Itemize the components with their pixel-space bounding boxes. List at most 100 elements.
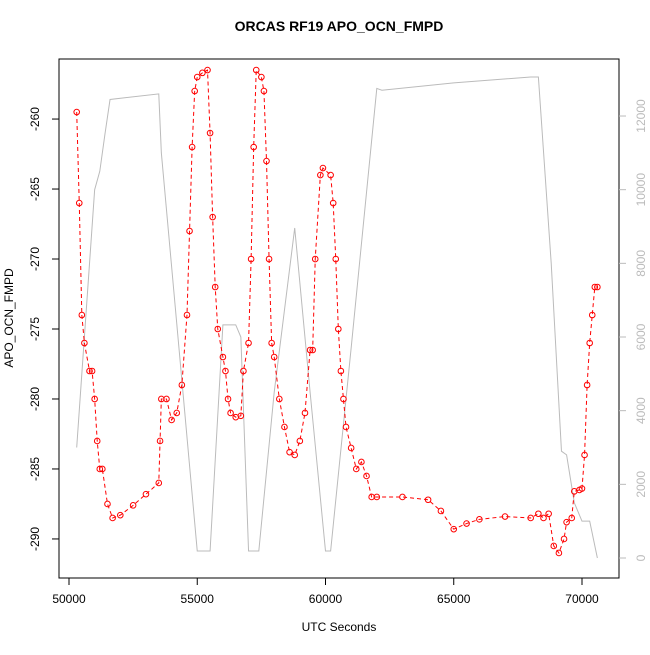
data-point [129, 502, 137, 509]
data-point [237, 412, 245, 420]
y-axis-label: APO_OCN_FMPD [2, 268, 16, 368]
data-point [199, 69, 206, 77]
data-point [142, 490, 150, 498]
data-point [329, 199, 337, 207]
data-point [163, 395, 170, 403]
y-tick-label: -280 [28, 387, 42, 411]
data-point [337, 367, 345, 375]
y2-tick-label: 12000 [634, 99, 648, 133]
y-tick-label: -285 [28, 457, 42, 481]
data-point [296, 437, 304, 445]
data-point [191, 87, 198, 95]
chart-title: ORCAS RF19 APO_OCN_FMPD [235, 18, 444, 34]
data-point [560, 535, 568, 543]
series-line [76, 68, 598, 554]
y2-tick-label: 4000 [634, 397, 648, 424]
y2-tick-label: 10000 [634, 173, 648, 207]
data-point [263, 157, 270, 165]
data-point [594, 283, 601, 291]
data-point [96, 465, 104, 473]
data-point [347, 444, 355, 452]
data-point [247, 255, 255, 263]
data-point [327, 171, 334, 179]
data-point [204, 66, 211, 74]
data-point [81, 339, 88, 347]
x-tick-label: 60000 [309, 592, 343, 606]
data-point [535, 510, 542, 518]
data-point [168, 416, 175, 424]
data-point [155, 479, 163, 487]
data-point [309, 346, 316, 354]
y2-tick-label: 2000 [634, 471, 648, 498]
data-point [211, 283, 219, 291]
data-point [540, 514, 547, 522]
x-axis-label: UTC Seconds [302, 620, 377, 634]
data-point [373, 493, 381, 501]
data-point [583, 381, 591, 389]
data-point [586, 339, 593, 347]
data-point [555, 549, 563, 557]
data-point [265, 255, 273, 263]
data-point [578, 485, 586, 492]
x-tick-label: 65000 [437, 592, 471, 606]
data-point [73, 108, 80, 116]
x-tick-label: 55000 [181, 592, 215, 606]
data-point [450, 525, 458, 533]
data-point [183, 311, 191, 319]
data-point [352, 465, 360, 473]
data-point [335, 325, 342, 333]
data-point [193, 73, 201, 81]
data-point [591, 283, 599, 291]
data-point [568, 514, 576, 522]
data-point [317, 171, 324, 179]
data-point [563, 518, 570, 526]
data-point [358, 458, 365, 466]
data-point [99, 465, 106, 473]
data-point [117, 511, 124, 519]
y-tick-label: -290 [28, 527, 42, 551]
data-point [301, 409, 309, 417]
data-point [245, 339, 252, 347]
data-point [206, 129, 214, 137]
data-point [178, 381, 186, 389]
y-tick-label: -260 [28, 107, 42, 131]
data-point [268, 339, 275, 347]
data-point [306, 346, 314, 354]
data-point [276, 395, 283, 403]
data-point [463, 520, 470, 527]
data-point [240, 367, 247, 375]
data-point [588, 311, 596, 319]
data-point [545, 510, 552, 518]
data-point [581, 451, 588, 459]
data-point [437, 507, 445, 515]
data-point [527, 514, 534, 522]
data-point [104, 500, 111, 508]
data-point [363, 472, 370, 480]
data-point [250, 143, 257, 151]
data-point [75, 199, 83, 207]
data-point [219, 353, 227, 361]
y-tick-label: -270 [28, 247, 42, 271]
plot-frame [58, 58, 620, 579]
data-point [319, 164, 327, 172]
data-point [501, 513, 509, 520]
y2-tick-label: 6000 [634, 323, 648, 350]
x-tick-label: 70000 [565, 592, 599, 606]
data-point [340, 395, 347, 403]
data-point [78, 311, 86, 319]
data-point [214, 325, 222, 333]
data-point [173, 409, 181, 417]
data-point [156, 437, 164, 445]
series-line [76, 76, 598, 559]
data-point [291, 451, 299, 459]
data-point [188, 143, 196, 151]
data-point [258, 73, 265, 81]
data-point [342, 423, 350, 431]
data-point [332, 255, 340, 263]
x-tick-label: 50000 [52, 592, 86, 606]
data-point [270, 353, 278, 361]
y2-tick-label: 8000 [634, 250, 648, 277]
data-point [224, 395, 232, 403]
data-point [281, 423, 288, 431]
